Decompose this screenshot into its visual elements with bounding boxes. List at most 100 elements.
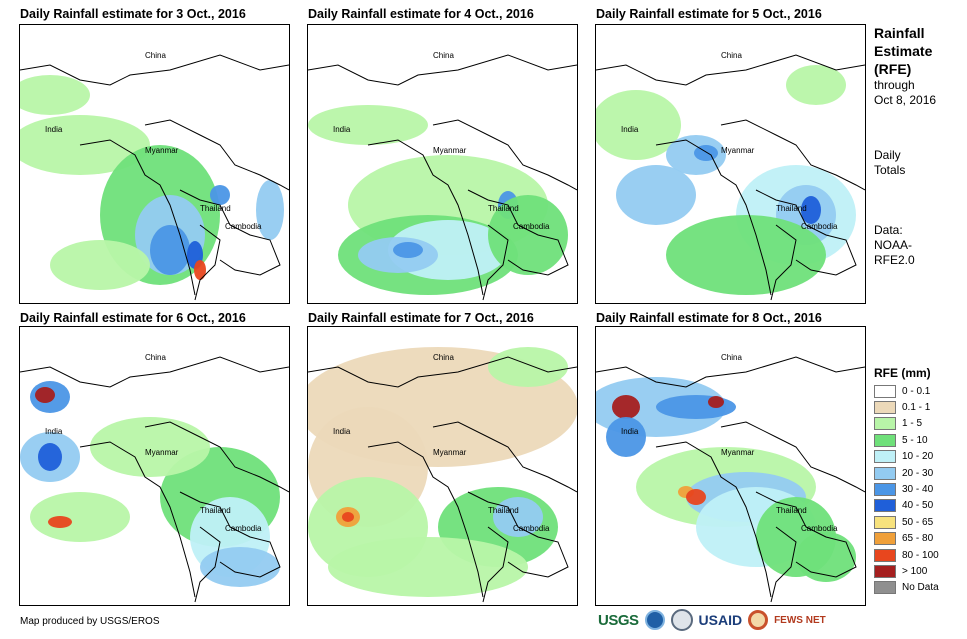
country-label: India [333,427,351,436]
country-label: China [721,51,742,60]
border-line [432,119,577,191]
country-label: Myanmar [433,146,467,155]
legend-label: 50 - 65 [902,516,934,528]
legend-label: 5 - 10 [902,434,928,446]
rainfall-area [612,395,640,419]
border-line [482,526,509,603]
usaid-logo: USAID [698,612,743,628]
rainfall-area [656,395,736,419]
border-line [655,441,772,598]
legend-label: 80 - 100 [902,549,939,561]
border-line [655,139,772,296]
usaid-seal-icon [670,609,693,631]
border-line [770,526,797,603]
legend-label: 10 - 20 [902,451,934,463]
border-line [467,491,569,578]
data-source-line: NOAA- [874,238,913,252]
country-label: China [145,51,166,60]
border-line [179,491,281,578]
rainfall-area [686,489,706,505]
border-line [482,224,509,301]
panel-title: Daily Rainfall estimate for 8 Oct., 2016 [596,311,822,325]
legend-swatch [874,564,896,578]
country-label: China [145,353,166,362]
rainfall-area [210,185,230,205]
rainfall-area [606,417,646,457]
rainfall-area [90,417,210,477]
border-line [144,119,289,191]
rfe-title-line: (RFE) [874,61,912,77]
through-line: through [874,78,915,92]
fews-net-logo: FEWS NET [774,614,826,626]
rainfall-area [38,443,62,471]
panel-title: Daily Rainfall estimate for 6 Oct., 2016 [20,311,246,325]
usgs-logo: USGS [598,611,639,629]
border-line [367,441,484,598]
legend-label: 1 - 5 [902,418,923,430]
legend-swatch [874,433,896,447]
rainfall-area [35,387,55,403]
rainfall-area [328,537,528,597]
partner-logos: USGS USAID FEWS NET [598,606,826,634]
rainfall-area [20,115,150,175]
rainfall-area [596,90,681,160]
country-label: Thailand [200,204,231,213]
country-label: Cambodia [513,222,550,231]
legend-label: 0 - 0.1 [902,385,931,397]
legend-item: 80 - 100 [874,547,964,563]
legend-label: 40 - 50 [902,500,934,512]
rainfall-area [488,195,568,275]
data-source-line: Data: [874,223,903,237]
border-line [194,224,221,301]
fews-net-emblem-icon [748,610,769,630]
border-line [596,54,865,86]
rainfall-area [666,215,826,295]
legend-item: 1 - 5 [874,416,964,432]
legend-item: 30 - 40 [874,481,964,497]
legend-label: 0.1 - 1 [902,402,931,414]
country-label: Myanmar [721,146,755,155]
rainfall-area [20,75,90,115]
rfe-title-line: Rainfall [874,25,925,41]
border-line [79,139,196,296]
legend-item: No Data [874,580,964,596]
rainfall-area [48,516,72,528]
border-line [79,441,196,598]
legend-item: > 100 [874,563,964,579]
rainfall-area [616,165,696,225]
rfe-legend: RFE (mm) 0 - 0.1 0.1 - 1 1 - 5 5 - 10 10 - 2… [874,366,964,596]
legend-item: 0.1 - 1 [874,399,964,415]
data-source-line: RFE2.0 [874,253,915,267]
rainfall-area [30,492,130,542]
legend-label: 20 - 30 [902,467,934,479]
rainfall-area [194,260,206,280]
panel-title: Daily Rainfall estimate for 7 Oct., 2016 [308,311,534,325]
border-line [144,421,289,493]
rainfall-area [493,497,543,537]
rainfall-area [342,512,354,522]
rainfall-map: China India Myanmar Thailand Cambodia [595,326,866,606]
border-line [467,189,569,276]
legend-swatch [874,499,896,513]
legend-swatch [874,450,896,464]
country-label: Cambodia [225,524,262,533]
rainfall-map: China India Myanmar Thailand Cambodia [307,326,578,606]
rainfall-map: China India Myanmar Thailand Cambodia [307,24,578,304]
rainfall-area [796,532,856,582]
through-date: Oct 8, 2016 [874,93,937,107]
border-line [720,119,865,191]
legend-swatch [874,466,896,480]
legend-swatch [874,515,896,529]
map-credit: Map produced by USGS/EROS [20,616,160,627]
country-label: India [45,125,63,134]
country-label: Cambodia [225,222,262,231]
legend-item: 20 - 30 [874,465,964,481]
border-line [20,54,289,86]
legend-label: > 100 [902,565,928,577]
country-label: Cambodia [801,222,838,231]
rainfall-area [50,240,150,290]
border-line [755,189,857,276]
country-label: Cambodia [801,524,838,533]
rainfall-area [308,105,428,145]
border-line [367,139,484,296]
